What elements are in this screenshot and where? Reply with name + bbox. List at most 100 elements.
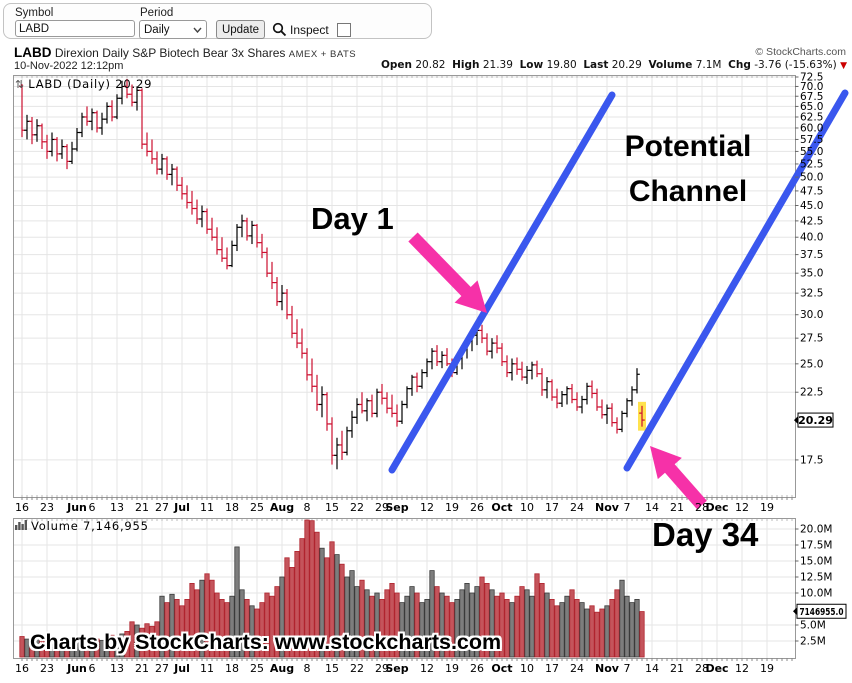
- svg-text:32.5: 32.5: [800, 288, 823, 300]
- update-button[interactable]: Update: [216, 20, 265, 39]
- annotation-arrow-1: [408, 232, 487, 313]
- quote-line: Open 20.82 High 21.39 Low 19.80 Last 20.…: [380, 59, 847, 71]
- chg-down-icon: ▼: [840, 61, 847, 71]
- svg-text:22.5: 22.5: [800, 387, 823, 399]
- svg-text:11: 11: [200, 662, 214, 675]
- svg-text:52.5: 52.5: [800, 158, 823, 170]
- svg-text:28: 28: [695, 662, 709, 675]
- svg-text:Nov: Nov: [595, 501, 620, 514]
- chart-datetime: 10-Nov-2022 12:12pm: [14, 60, 124, 72]
- security-name: Direxion Daily S&P Biotech Bear 3x Share…: [54, 46, 286, 60]
- svg-text:12.5M: 12.5M: [800, 572, 832, 584]
- svg-text:27.5: 27.5: [800, 333, 823, 345]
- svg-text:12: 12: [735, 662, 749, 675]
- svg-text:11: 11: [200, 501, 214, 514]
- svg-text:23: 23: [40, 662, 54, 675]
- svg-text:6: 6: [89, 662, 96, 675]
- svg-text:37.5: 37.5: [800, 249, 823, 261]
- svg-text:17: 17: [545, 501, 559, 514]
- svg-text:14: 14: [645, 501, 659, 514]
- period-select-value: Daily: [144, 23, 170, 36]
- svg-text:22: 22: [350, 501, 364, 514]
- svg-text:7146955.0: 7146955.0: [800, 607, 844, 618]
- svg-text:57.5: 57.5: [800, 134, 823, 146]
- svg-text:12: 12: [735, 501, 749, 514]
- svg-text:Dec: Dec: [705, 662, 728, 675]
- symbol-text: LABD: [14, 45, 52, 60]
- svg-text:15.0M: 15.0M: [800, 556, 832, 568]
- svg-text:19: 19: [760, 662, 774, 675]
- annotation-day1: Day 1: [311, 201, 394, 236]
- svg-text:18: 18: [225, 662, 239, 675]
- svg-text:Sep: Sep: [385, 501, 408, 514]
- svg-text:70.0: 70.0: [800, 81, 823, 93]
- exchange-text: AMEX + BATS: [288, 49, 357, 60]
- svg-text:12: 12: [420, 662, 434, 675]
- chart-title: LABD Direxion Daily S&P Biotech Bear 3x …: [14, 45, 356, 60]
- svg-text:28: 28: [695, 501, 709, 514]
- inspect-checkbox[interactable]: [337, 23, 351, 37]
- svg-text:20.29: 20.29: [798, 414, 833, 427]
- search-icon: [272, 22, 287, 42]
- svg-text:8: 8: [304, 501, 311, 514]
- toolbar: Symbol Period Daily Update Inspect: [3, 3, 432, 39]
- svg-text:7: 7: [624, 662, 631, 675]
- svg-text:Dec: Dec: [705, 501, 728, 514]
- svg-text:21: 21: [670, 501, 684, 514]
- annotation-potential-channel: Potential Channel: [624, 130, 752, 208]
- svg-text:13: 13: [110, 662, 124, 675]
- svg-text:45.0: 45.0: [800, 200, 823, 212]
- svg-text:5.0M: 5.0M: [800, 620, 826, 632]
- watermark-text: Charts by StockCharts: www.stockcharts.c…: [30, 630, 502, 654]
- svg-text:13: 13: [110, 501, 124, 514]
- svg-text:55.0: 55.0: [800, 146, 823, 158]
- svg-text:24: 24: [570, 662, 584, 675]
- svg-text:67.5: 67.5: [800, 91, 823, 103]
- updown-arrows-icon: ⇅: [15, 77, 25, 91]
- svg-text:2.5M: 2.5M: [800, 636, 826, 648]
- svg-text:15: 15: [325, 501, 339, 514]
- copyright: © StockCharts.com: [755, 46, 846, 58]
- svg-text:35.0: 35.0: [800, 268, 823, 280]
- svg-text:15: 15: [325, 662, 339, 675]
- svg-text:30.0: 30.0: [800, 309, 823, 321]
- symbol-input[interactable]: [15, 20, 135, 37]
- annotation-day34: Day 34: [652, 516, 759, 553]
- svg-text:72.5: 72.5: [800, 72, 823, 84]
- svg-text:17: 17: [545, 662, 559, 675]
- svg-text:12: 12: [420, 501, 434, 514]
- svg-text:14: 14: [645, 662, 659, 675]
- svg-text:16: 16: [15, 662, 29, 675]
- svg-text:Oct: Oct: [491, 662, 512, 675]
- svg-text:25: 25: [250, 501, 264, 514]
- svg-text:21: 21: [670, 662, 684, 675]
- svg-text:27: 27: [155, 501, 169, 514]
- symbol-label: Symbol: [15, 7, 54, 19]
- svg-text:17.5M: 17.5M: [800, 540, 832, 552]
- svg-text:21: 21: [135, 501, 149, 514]
- trendline-1: [388, 91, 616, 474]
- svg-text:26: 26: [470, 662, 484, 675]
- inspect-label: Inspect: [290, 23, 329, 37]
- svg-text:Jun: Jun: [66, 662, 87, 675]
- svg-text:62.5: 62.5: [800, 111, 823, 123]
- svg-text:6: 6: [89, 501, 96, 514]
- svg-text:Sep: Sep: [385, 662, 408, 675]
- svg-text:24: 24: [570, 501, 584, 514]
- price-legend: ⇅ LABD (Daily) 20.29: [15, 77, 153, 91]
- svg-text:Aug: Aug: [270, 501, 294, 514]
- svg-text:Oct: Oct: [491, 501, 512, 514]
- annotation-arrow-2: [650, 446, 707, 510]
- svg-text:17.5: 17.5: [800, 454, 823, 466]
- svg-text:25.0: 25.0: [800, 358, 823, 370]
- svg-text:50.0: 50.0: [800, 172, 823, 184]
- svg-text:26: 26: [470, 501, 484, 514]
- svg-text:Nov: Nov: [595, 662, 620, 675]
- svg-text:19: 19: [445, 501, 459, 514]
- svg-text:20.0M: 20.0M: [800, 524, 832, 536]
- period-select[interactable]: Daily: [139, 20, 207, 39]
- svg-text:25: 25: [250, 662, 264, 675]
- svg-text:16: 16: [15, 501, 29, 514]
- svg-text:23: 23: [40, 501, 54, 514]
